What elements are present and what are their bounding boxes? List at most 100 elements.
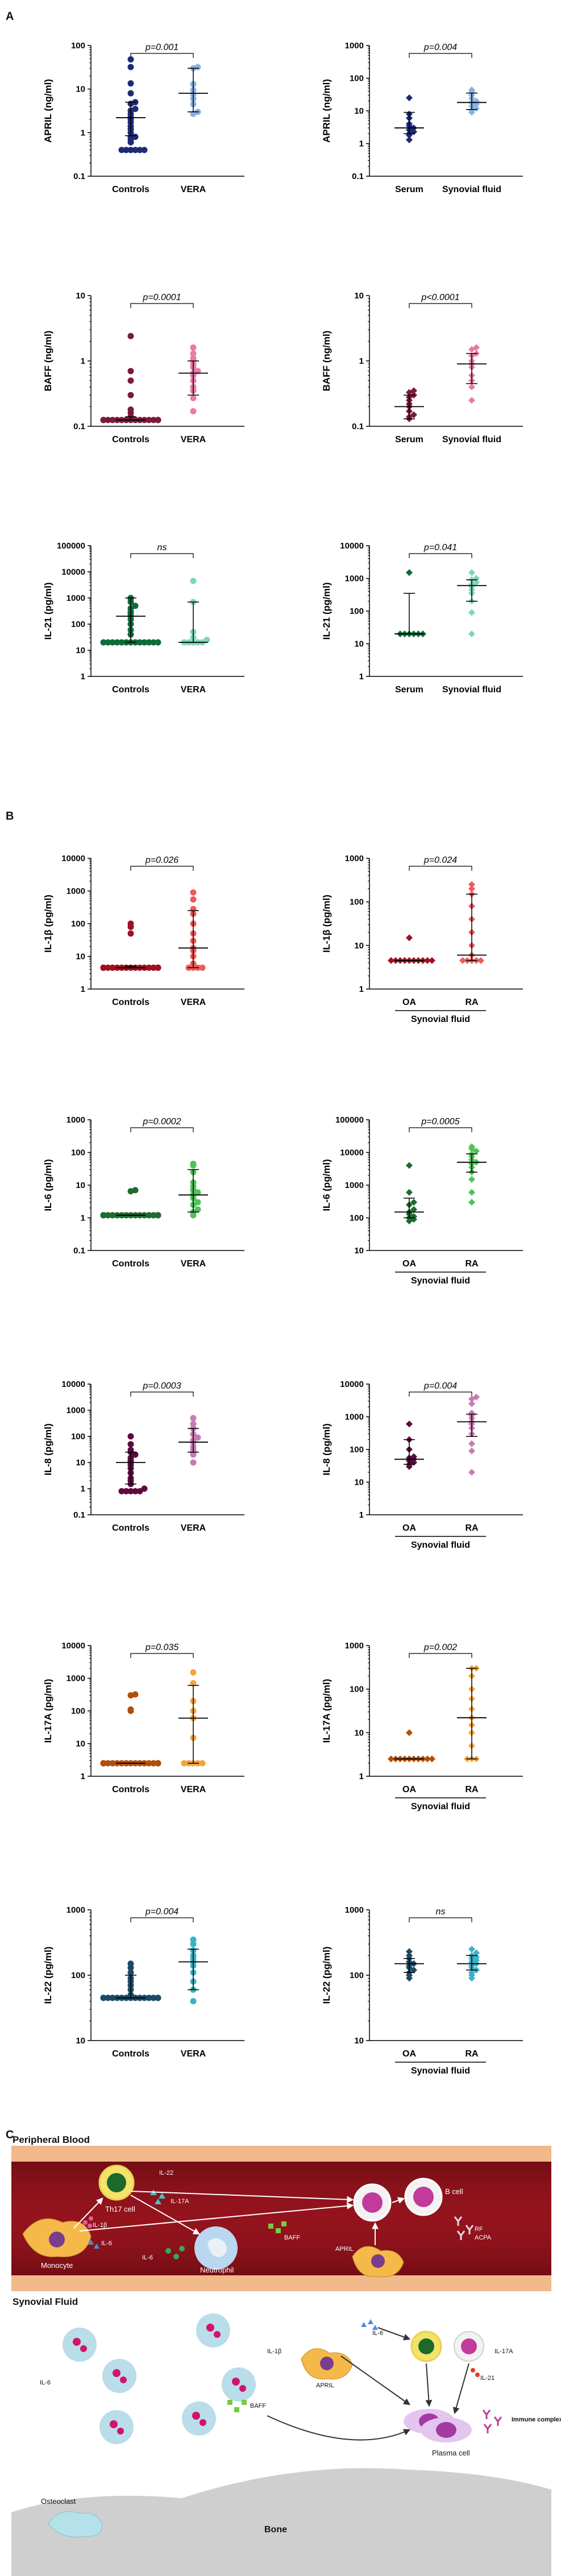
p-value-label: p=0.0003 xyxy=(142,1381,181,1391)
y-axis-title: IL-17A (pg/ml) xyxy=(321,1679,332,1743)
data-point xyxy=(150,1212,157,1219)
data-point xyxy=(150,1760,157,1767)
p-value-label: p=0.0001 xyxy=(142,293,181,302)
data-point xyxy=(468,1447,475,1455)
synovial-fluid-label: Synovial Fluid xyxy=(13,2296,78,2307)
panel-label-c: C xyxy=(6,2129,14,2141)
data-point xyxy=(146,1760,152,1767)
p-value-label: p=0.004 xyxy=(423,1381,457,1391)
data-point xyxy=(127,1433,134,1440)
data-point xyxy=(181,1760,188,1767)
p-value-label: p=0.002 xyxy=(423,1643,457,1652)
significance-bracket xyxy=(409,553,472,558)
neutrophil-label: Neutrophil xyxy=(200,2266,234,2274)
data-point xyxy=(473,579,480,586)
synovial-neutrophil-nuclei xyxy=(73,2324,246,2434)
y-tick-label: 1 xyxy=(81,128,85,138)
data-point xyxy=(150,964,157,971)
data-point xyxy=(406,1729,413,1736)
x-category-label: OA xyxy=(402,1259,416,1269)
monocyte-label: Monocyte xyxy=(41,2261,73,2270)
data-point xyxy=(190,355,197,362)
p-value-label: ns xyxy=(436,1907,446,1917)
y-tick-label: 0.1 xyxy=(352,172,364,181)
data-point xyxy=(190,1420,197,1427)
p-value-label: p=0.024 xyxy=(423,855,457,865)
x-category-label: Controls xyxy=(112,185,149,194)
chart-15: 10 100 1000 IL-22 (pg/ml) Controls VERA p=0.00… xyxy=(43,1905,244,2059)
data-point xyxy=(100,1212,107,1219)
x-category-label: Serum xyxy=(395,435,423,444)
data-point xyxy=(127,64,134,70)
data-point xyxy=(468,1969,475,1976)
y-tick-label: 100 xyxy=(350,1685,364,1694)
data-point xyxy=(424,1755,431,1763)
data-point xyxy=(136,147,143,153)
blood-arrows xyxy=(73,2191,405,2245)
x-category-label: VERA xyxy=(181,1259,206,1269)
data-point xyxy=(109,639,116,646)
data-point xyxy=(203,637,210,643)
y-tick-label: 10 xyxy=(354,1728,364,1738)
plasma-cell-group xyxy=(404,2409,472,2442)
baff-label-blood: BAFF xyxy=(284,2234,300,2241)
vessel-wall-bottom xyxy=(11,2275,551,2291)
data-point xyxy=(141,147,148,153)
baff-blood-molecules xyxy=(268,2221,286,2233)
il1b-label-synovial: IL-1β xyxy=(267,2348,281,2355)
p-value-label: p=0.004 xyxy=(145,1907,178,1917)
significance-bracket xyxy=(130,1127,194,1132)
y-tick-label: 0.1 xyxy=(73,1246,85,1256)
data-point xyxy=(410,1199,417,1206)
y-tick-label: 10 xyxy=(76,1739,85,1749)
th17-nucleus xyxy=(107,2173,126,2192)
il17a-label-synovial: IL-17A xyxy=(494,2348,513,2355)
p-value-label: p=0.001 xyxy=(145,43,178,52)
y-tick-label: 1 xyxy=(359,672,364,682)
data-point xyxy=(429,1755,435,1763)
data-point xyxy=(150,417,157,423)
data-point xyxy=(190,350,197,357)
data-point xyxy=(114,639,120,646)
data-point xyxy=(468,1469,475,1476)
panel-label-b: B xyxy=(6,810,14,822)
y-tick-label: 100 xyxy=(350,898,364,907)
y-tick-label: 100 xyxy=(350,1214,364,1223)
data-point xyxy=(155,1760,161,1767)
y-tick-label: 1000 xyxy=(345,574,364,584)
data-point xyxy=(132,1488,139,1494)
data-point xyxy=(109,417,116,423)
data-point xyxy=(105,417,111,423)
data-point xyxy=(473,1148,480,1155)
data-point xyxy=(127,90,134,97)
data-point xyxy=(406,1952,413,1959)
data-point xyxy=(127,147,134,153)
y-tick-label: 100 xyxy=(71,1432,85,1441)
data-point xyxy=(477,957,484,964)
y-axis-title: IL-17A (pg/ml) xyxy=(43,1679,53,1743)
data-point xyxy=(127,920,134,927)
data-point xyxy=(132,1691,139,1698)
y-tick-label: 1000 xyxy=(345,1905,364,1915)
x-category-label: RA xyxy=(465,1523,479,1533)
y-tick-label: 100 xyxy=(71,1148,85,1158)
x-category-label: RA xyxy=(465,1259,479,1269)
data-point xyxy=(410,387,417,394)
y-axis-title: BAFF (ng/ml) xyxy=(43,331,53,392)
data-point xyxy=(127,1969,134,1976)
data-point xyxy=(190,1415,197,1422)
y-tick-label: 0.1 xyxy=(73,422,85,431)
significance-bracket xyxy=(409,1391,472,1397)
y-tick-label: 10 xyxy=(76,291,85,301)
chart-1: 0.1 1 10 100 APRIL (ng/ml) Controls VERA p=0.00… xyxy=(43,41,244,194)
data-point xyxy=(127,80,134,87)
y-tick-label: 10 xyxy=(76,646,85,655)
y-tick-label: 100 xyxy=(71,919,85,929)
data-point xyxy=(190,1459,197,1466)
y-tick-label: 1000 xyxy=(67,1406,85,1415)
baff-label-synovial: BAFF xyxy=(250,2403,266,2409)
group-label: Synovial fluid xyxy=(411,2066,470,2076)
chart-10: 10 100 1000 10000 100000 IL-6 (pg/ml) OA RA Syno… xyxy=(321,1115,523,1286)
data-point xyxy=(100,1760,107,1767)
data-point xyxy=(468,630,475,638)
